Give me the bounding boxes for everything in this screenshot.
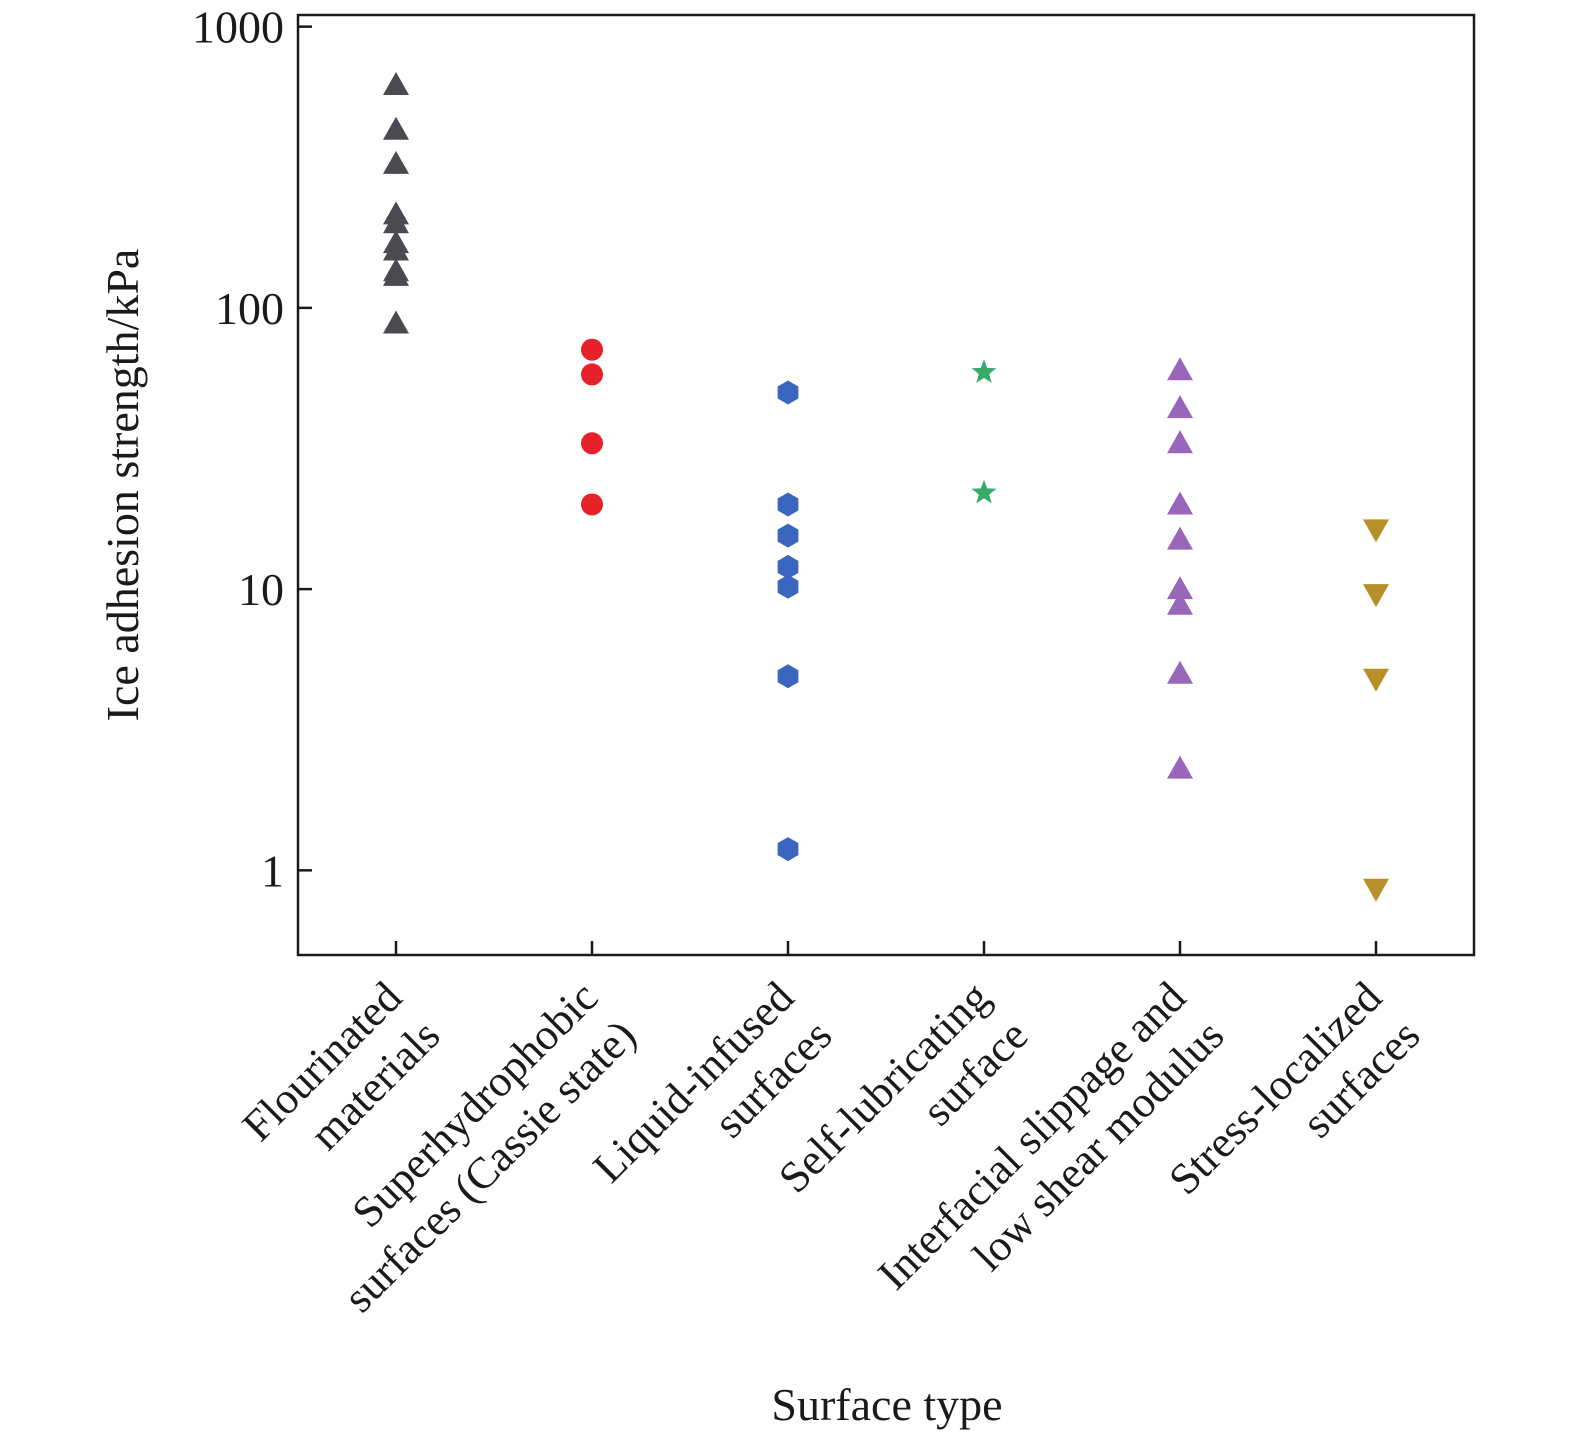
point <box>383 237 409 261</box>
y-tick-label: 100 <box>215 283 284 334</box>
point <box>777 837 799 862</box>
point <box>1167 576 1193 600</box>
point <box>777 380 799 405</box>
y-tick-label: 1000 <box>192 2 284 53</box>
point <box>383 72 409 96</box>
point <box>1363 519 1389 543</box>
point <box>1363 878 1389 902</box>
x-axis-label: Surface type <box>771 1379 1002 1430</box>
point <box>777 574 799 599</box>
point <box>1167 526 1193 550</box>
y-tick-label: 10 <box>238 564 284 615</box>
point <box>777 664 799 689</box>
y-tick-label: 1 <box>261 845 284 896</box>
y-axis-label: Ice adhesion strength/kPa <box>97 249 148 722</box>
point <box>777 492 799 517</box>
point <box>1167 395 1193 419</box>
point <box>383 116 409 140</box>
point <box>777 523 799 548</box>
point <box>383 150 409 174</box>
point <box>1167 430 1193 454</box>
point <box>581 432 603 455</box>
plot-frame <box>296 13 1476 957</box>
point <box>1167 491 1193 515</box>
point <box>1167 660 1193 684</box>
point <box>971 359 997 383</box>
point <box>971 479 997 504</box>
point <box>1167 755 1193 779</box>
point <box>1167 591 1193 615</box>
point <box>1363 584 1389 608</box>
point <box>1363 668 1389 692</box>
point <box>383 310 409 334</box>
point <box>383 262 409 286</box>
point <box>581 493 603 516</box>
point <box>777 554 799 579</box>
point <box>581 363 603 386</box>
point <box>581 338 603 361</box>
point <box>1167 357 1193 381</box>
point <box>383 210 409 234</box>
